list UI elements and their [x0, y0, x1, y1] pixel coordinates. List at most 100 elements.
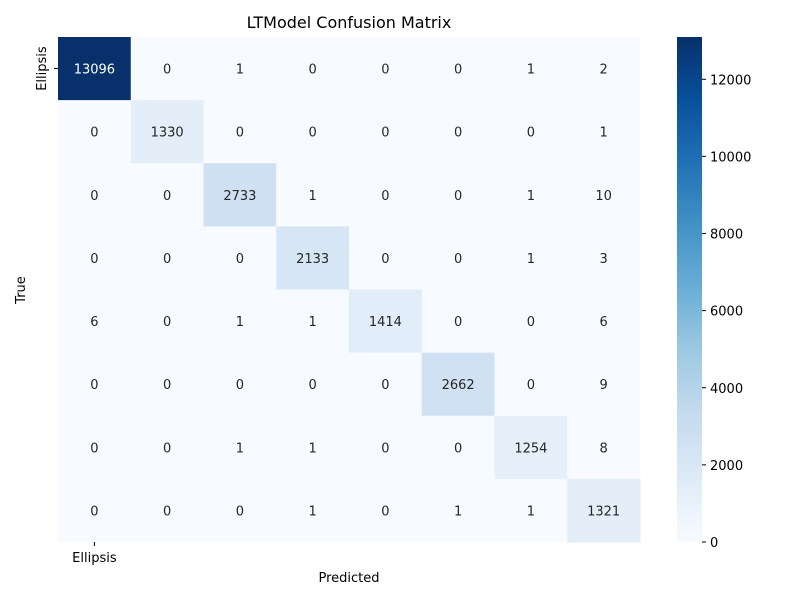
- heatmap-cell: [494, 478, 568, 543]
- heatmap-cell-label: 2: [599, 63, 607, 78]
- heatmap-cell: [494, 100, 568, 164]
- colorbar-tick-label: 6000: [710, 305, 743, 320]
- heatmap-cell-label: 0: [90, 252, 98, 267]
- heatmap-cell-label: 0: [381, 126, 389, 141]
- heatmap-cell-label: 0: [454, 252, 462, 267]
- heatmap-cell-label: 0: [236, 252, 244, 267]
- heatmap-cell: [421, 100, 495, 164]
- heatmap-cell-label: 0: [90, 378, 98, 393]
- heatmap-cell: [567, 163, 641, 227]
- heatmap-cell-label: 0: [381, 504, 389, 519]
- heatmap-cell-label: 1: [599, 126, 607, 141]
- colorbar-tick-label: 4000: [710, 382, 743, 397]
- heatmap-cell-label: 1330: [151, 126, 184, 141]
- heatmap-cell-label: 0: [90, 126, 98, 141]
- heatmap-cell: [203, 415, 277, 480]
- heatmap-cell: [276, 226, 350, 290]
- heatmap-cells: [58, 37, 641, 543]
- heatmap-cell: [349, 415, 423, 480]
- heatmap-cell: [58, 37, 132, 101]
- heatmap-cell: [421, 163, 495, 227]
- heatmap-cell: [421, 37, 495, 101]
- heatmap-cell: [130, 163, 204, 227]
- heatmap-cell-label: 2662: [442, 378, 475, 393]
- heatmap-cell: [203, 163, 277, 227]
- heatmap-cell-label: 6: [90, 315, 98, 330]
- heatmap-cell-label: 13096: [74, 63, 115, 78]
- heatmap-cell-label: 0: [381, 378, 389, 393]
- heatmap-cell-label: 0: [527, 126, 535, 141]
- x-tick-label: Ellipsis: [72, 551, 117, 566]
- colorbar-tick-label: 12000: [710, 73, 751, 88]
- heatmap-cell: [567, 37, 641, 101]
- heatmap-cell: [421, 289, 495, 354]
- heatmap-cell: [349, 37, 423, 101]
- heatmap-cell: [349, 100, 423, 164]
- heatmap-cell: [130, 226, 204, 290]
- heatmap-cell: [276, 100, 350, 164]
- heatmap-cell: [203, 289, 277, 354]
- heatmap-cell: [567, 226, 641, 290]
- heatmap-cell: [349, 478, 423, 543]
- heatmap-cell: [276, 415, 350, 480]
- heatmap-cell: [567, 478, 641, 543]
- heatmap-cell: [276, 289, 350, 354]
- heatmap-cell-label: 0: [454, 441, 462, 456]
- heatmap-cell-label: 1: [527, 63, 535, 78]
- heatmap-cell-label: 0: [527, 315, 535, 330]
- x-axis-label: Predicted: [318, 571, 379, 586]
- heatmap-cell: [130, 37, 204, 101]
- heatmap-cell-label: 0: [163, 189, 171, 204]
- heatmap-cell: [203, 226, 277, 290]
- heatmap-cell-label: 0: [163, 63, 171, 78]
- heatmap-cell: [567, 415, 641, 480]
- heatmap-cell-label: 0: [90, 441, 98, 456]
- heatmap-cell-label: 1414: [369, 315, 402, 330]
- heatmap-cell: [349, 352, 423, 417]
- heatmap-cell: [421, 226, 495, 290]
- heatmap-cell-label: 0: [381, 252, 389, 267]
- heatmap-cell-label: 0: [381, 441, 389, 456]
- heatmap-cell-label: 0: [163, 504, 171, 519]
- heatmap-cell: [58, 226, 132, 290]
- heatmap-cell: [58, 415, 132, 480]
- heatmap-cell: [421, 352, 495, 417]
- heatmap-cell: [276, 163, 350, 227]
- heatmap-cell-label: 1: [308, 315, 316, 330]
- heatmap-cell: [130, 100, 204, 164]
- heatmap-cell-label: 0: [381, 189, 389, 204]
- colorbar-ticks: 0 2000 4000 6000 8000 10000 12000: [702, 73, 751, 551]
- y-tick-label: Ellipsis: [35, 46, 50, 91]
- heatmap-cell: [130, 289, 204, 354]
- heatmap-cell: [58, 289, 132, 354]
- colorbar-tick-label: 10000: [710, 150, 751, 165]
- heatmap-cell: [421, 415, 495, 480]
- heatmap-cell-label: 0: [308, 126, 316, 141]
- heatmap-cell-label: 1: [308, 504, 316, 519]
- heatmap-cell: [494, 37, 568, 101]
- heatmap-cell-label: 0: [381, 63, 389, 78]
- heatmap-cell: [567, 100, 641, 164]
- heatmap-cell-label: 1: [527, 252, 535, 267]
- heatmap-cell: [494, 226, 568, 290]
- heatmap-cell: [567, 289, 641, 354]
- heatmap-cell-label: 0: [236, 126, 244, 141]
- heatmap-cell-label: 0: [90, 504, 98, 519]
- heatmap-cell-label: 0: [527, 378, 535, 393]
- heatmap-cell: [276, 352, 350, 417]
- heatmap-cell: [349, 163, 423, 227]
- colorbar-tick-label: 0: [710, 536, 718, 551]
- heatmap-cell-label: 9: [599, 378, 607, 393]
- heatmap-cell-label: 1: [236, 63, 244, 78]
- heatmap-cell: [349, 289, 423, 354]
- heatmap-cell-label: 1: [454, 504, 462, 519]
- heatmap-cell: [421, 478, 495, 543]
- heatmap-cell: [130, 352, 204, 417]
- heatmap-cell-label: 1: [308, 441, 316, 456]
- heatmap-cell-label: 0: [236, 504, 244, 519]
- y-axis-label: True: [14, 276, 29, 305]
- heatmap-cell-label: 0: [236, 378, 244, 393]
- heatmap-cell-label: 2733: [223, 189, 256, 204]
- heatmap-cell-label: 0: [163, 378, 171, 393]
